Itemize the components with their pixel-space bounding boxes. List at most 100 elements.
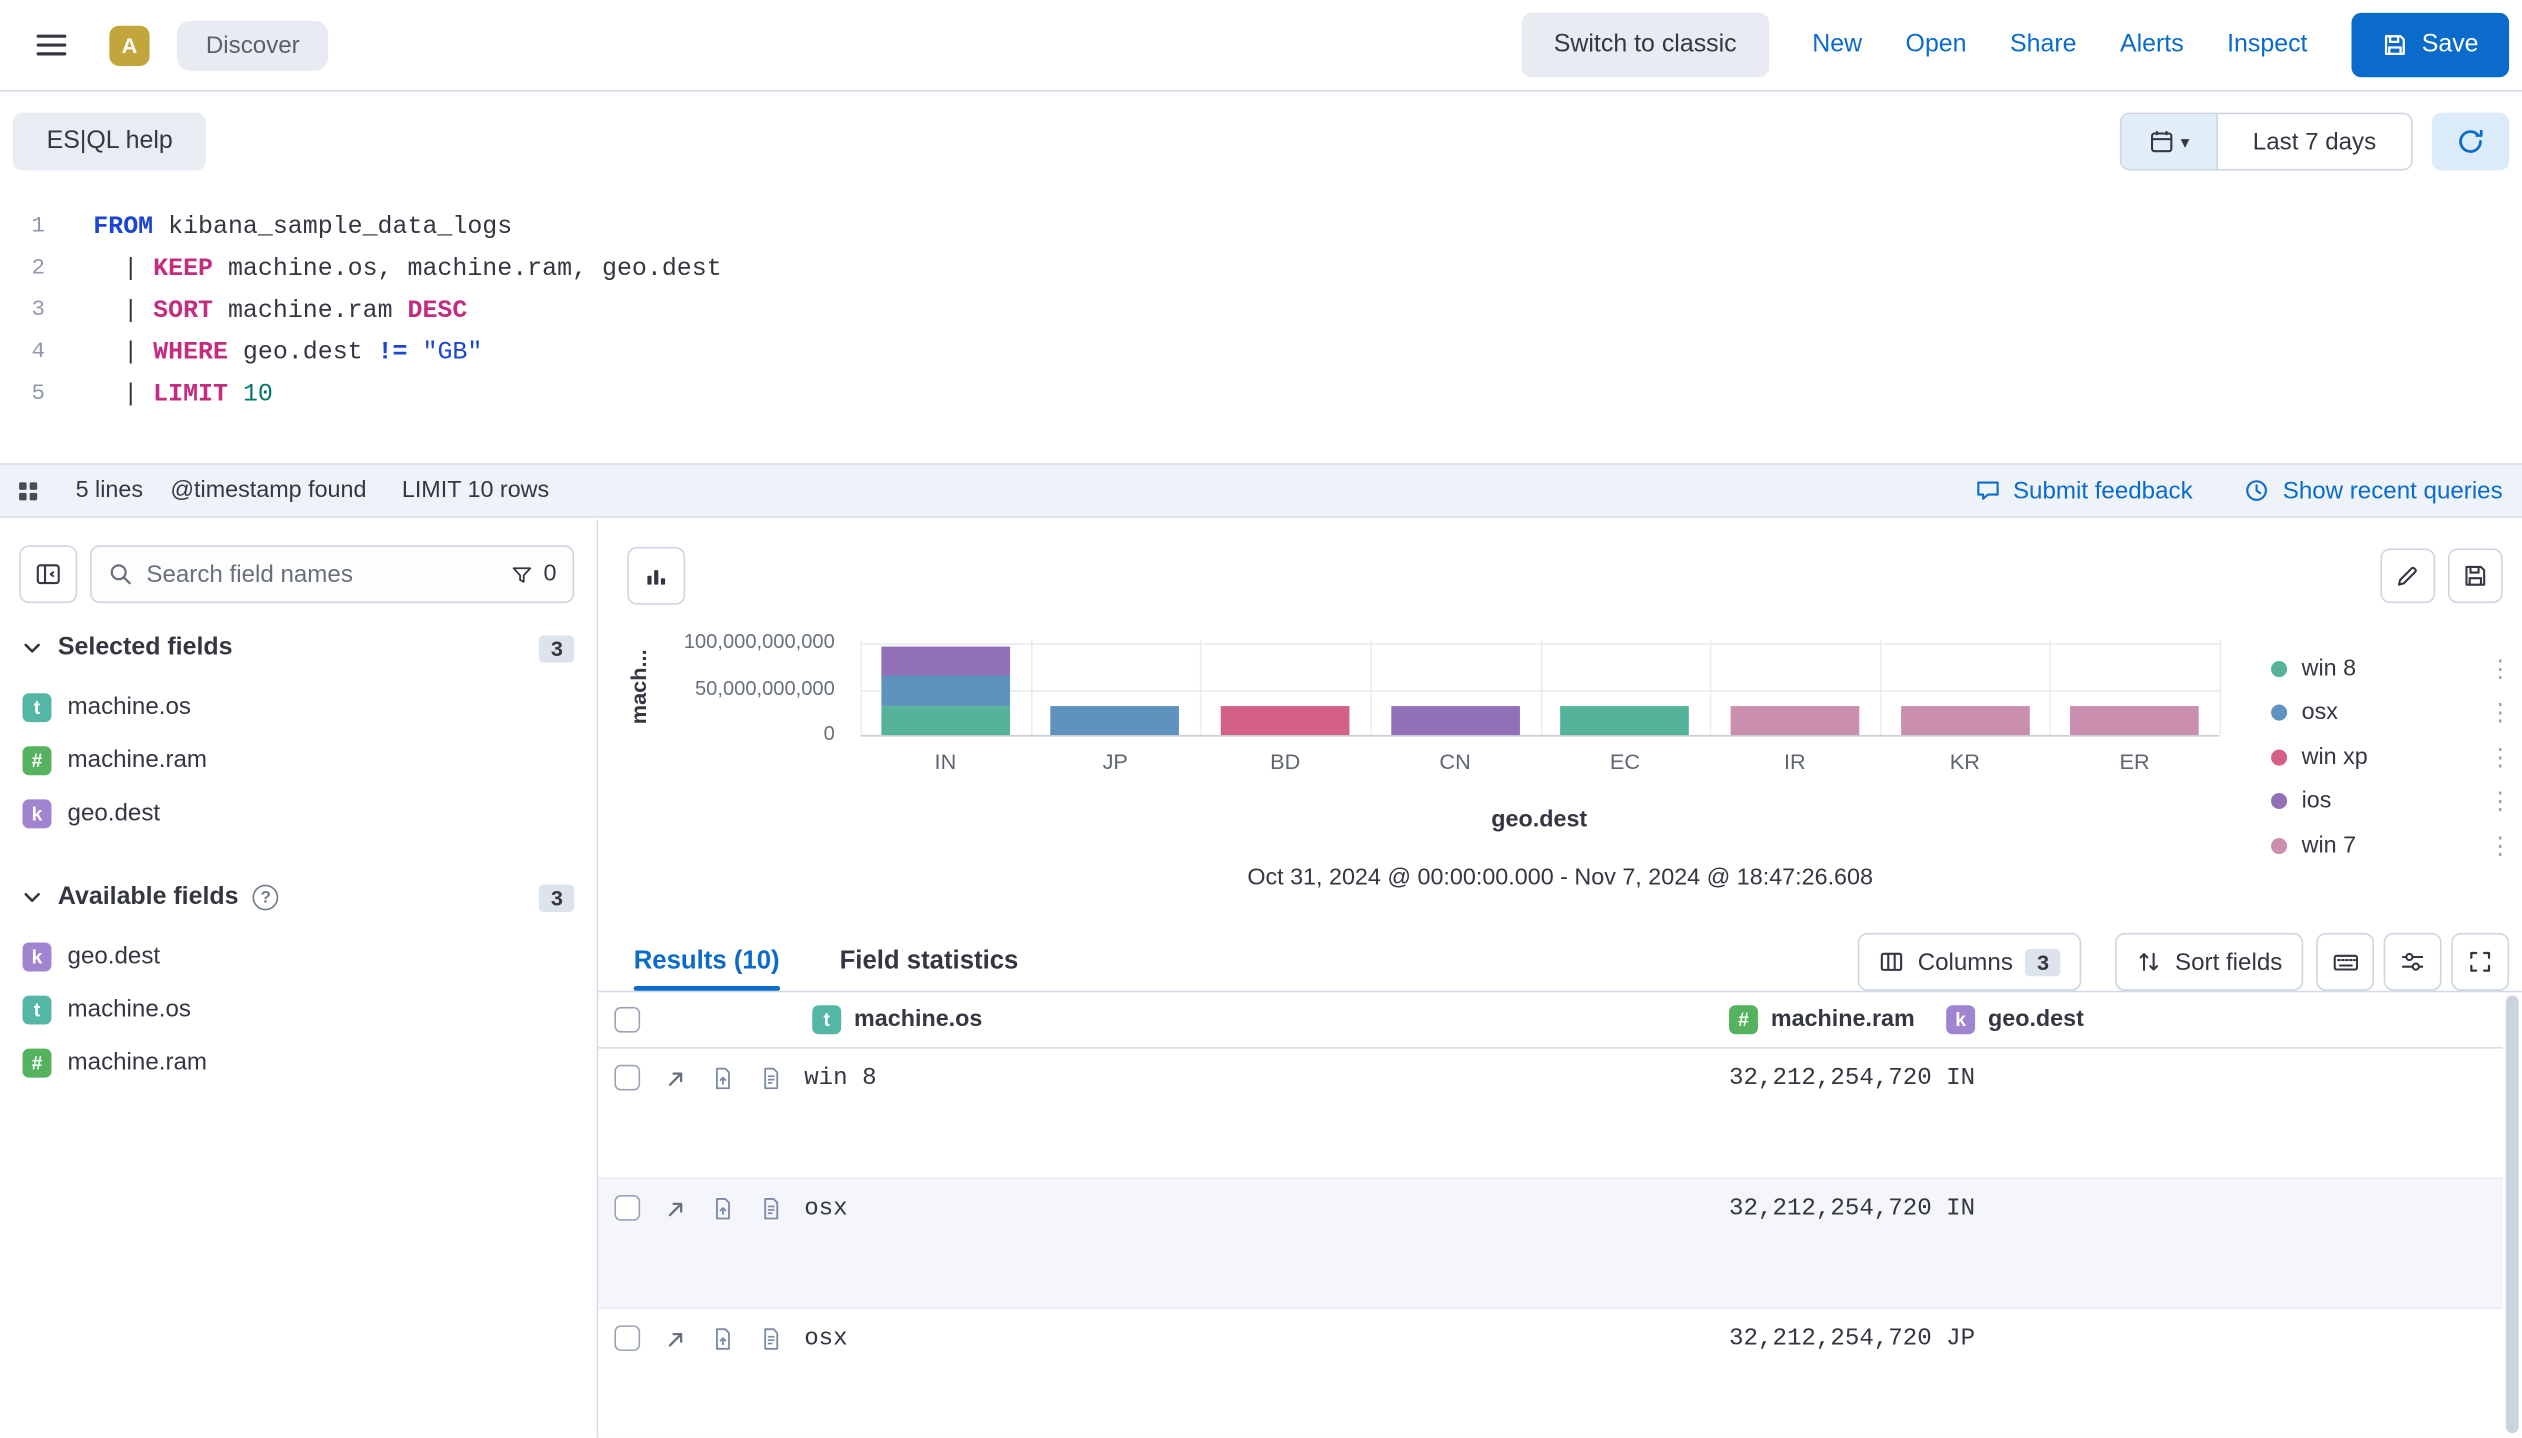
select-all-checkbox[interactable] [614, 1006, 641, 1033]
columns-button[interactable]: Columns 3 [1858, 932, 2082, 991]
legend-actions-icon[interactable]: ⋮ [2488, 788, 2513, 816]
legend-item[interactable]: win xp ⋮ [2271, 735, 2515, 779]
bar-segment-win-7-IR[interactable] [1730, 705, 1860, 736]
legend-actions-icon[interactable]: ⋮ [2488, 655, 2513, 684]
view-document-icon[interactable] [711, 1327, 735, 1351]
cell-machine-os[interactable]: osx [804, 1325, 848, 1353]
tab-results[interactable]: Results (10) [633, 933, 780, 991]
save-visualization-button[interactable] [2447, 548, 2503, 604]
code-line[interactable]: 2 | KEEP machine.os, machine.ram, geo.de… [0, 248, 2522, 290]
nav-link-open[interactable]: Open [1905, 30, 1967, 58]
nav-link-inspect[interactable]: Inspect [2227, 30, 2308, 58]
code-line[interactable]: 3 | SORT machine.ram DESC [0, 290, 2522, 332]
refresh-button[interactable] [2431, 112, 2510, 171]
column-header-geo-dest[interactable]: k geo.dest [1946, 991, 2084, 1049]
cell-geo-dest[interactable]: IN [1946, 1195, 1976, 1223]
bar-segment-osx-IN[interactable] [881, 675, 1010, 706]
cell-machine-ram[interactable]: 32,212,254,720 [1729, 1064, 1932, 1093]
legend-actions-icon[interactable]: ⋮ [2488, 744, 2513, 772]
field-list-item[interactable]: # machine.ram [0, 1036, 597, 1089]
visualization-type-button[interactable] [627, 546, 686, 605]
field-filter-button[interactable]: 0 [497, 561, 557, 587]
line-number: 1 [31, 213, 46, 240]
bar-segment-win-8-EC[interactable] [1560, 705, 1690, 736]
column-name: machine.os [854, 1006, 983, 1033]
cell-geo-dest[interactable]: IN [1946, 1064, 1976, 1093]
time-range-value[interactable]: Last 7 days [2252, 127, 2377, 156]
histogram-chart[interactable] [860, 640, 2222, 737]
row-checkbox[interactable] [614, 1064, 641, 1091]
code-line[interactable]: 5 | LIMIT 10 [0, 373, 2522, 415]
view-document-icon[interactable] [711, 1066, 735, 1090]
esql-editor[interactable]: 1 FROM kibana_sample_data_logs 2 | KEEP ma… [0, 196, 2522, 463]
single-document-icon[interactable] [759, 1197, 783, 1221]
single-document-icon[interactable] [759, 1327, 783, 1351]
scrollbar-thumb[interactable] [2505, 995, 2519, 1434]
space-avatar[interactable]: A [109, 24, 150, 66]
save-button[interactable]: Save [2350, 12, 2510, 78]
field-list-item[interactable]: k geo.dest [0, 930, 597, 983]
legend-item[interactable]: win 7 ⋮ [2271, 824, 2515, 868]
search-field-names-input[interactable] [146, 560, 497, 588]
code-line[interactable]: 1 FROM kibana_sample_data_logs [0, 206, 2522, 248]
sort-fields-button[interactable]: Sort fields [2115, 932, 2304, 991]
quick-select-button[interactable]: ▾ [2121, 114, 2218, 169]
editor-status-bar: 5 lines @timestamp found LIMIT 10 rows S… [0, 463, 2522, 518]
y-axis-tick-label: 100,000,000,000 [683, 630, 835, 654]
fullscreen-button[interactable] [2451, 932, 2510, 991]
field-list-item[interactable]: k geo.dest [0, 787, 597, 840]
breadcrumb[interactable]: Discover [176, 20, 329, 70]
field-list-item[interactable]: t machine.os [0, 983, 597, 1036]
expand-row-icon[interactable] [663, 1197, 689, 1223]
esql-help-button[interactable]: ES|QL help [12, 112, 207, 171]
cell-machine-os[interactable]: win 8 [804, 1064, 877, 1093]
available-fields-header[interactable]: Available fields ? 3 [0, 875, 597, 920]
display-options-button[interactable] [2383, 932, 2442, 991]
show-recent-queries-link[interactable]: Show recent queries [2244, 477, 2503, 504]
bar-segment-ios-IN[interactable] [881, 646, 1010, 677]
column-header-machine-os[interactable]: t machine.os [812, 991, 982, 1049]
single-document-icon[interactable] [759, 1066, 783, 1090]
cell-machine-ram[interactable]: 32,212,254,720 [1729, 1195, 1932, 1223]
cell-machine-os[interactable]: osx [804, 1195, 848, 1223]
collapse-sidebar-button[interactable] [19, 545, 78, 604]
legend-item[interactable]: win 8 ⋮ [2271, 647, 2515, 691]
bar-segment-ios-CN[interactable] [1390, 705, 1520, 736]
row-checkbox[interactable] [614, 1325, 641, 1352]
submit-feedback-link[interactable]: Submit feedback [1974, 477, 2193, 504]
gridline-vertical [1030, 640, 1032, 736]
field-list-item[interactable]: t machine.os [0, 680, 597, 733]
view-document-icon[interactable] [711, 1197, 735, 1221]
code-line[interactable]: 4 | WHERE geo.dest != "GB" [0, 331, 2522, 373]
bar-segment-osx-JP[interactable] [1050, 705, 1180, 736]
row-checkbox[interactable] [614, 1195, 641, 1221]
nav-link-share[interactable]: Share [2009, 30, 2077, 58]
legend-item[interactable]: osx ⋮ [2271, 691, 2515, 735]
nav-link-new[interactable]: New [1812, 30, 1863, 58]
bar-segment-win-xp-BD[interactable] [1220, 705, 1350, 736]
text-field-icon: t [22, 994, 52, 1024]
switch-to-classic-button[interactable]: Switch to classic [1521, 12, 1769, 78]
cell-machine-ram[interactable]: 32,212,254,720 [1729, 1325, 1932, 1353]
keyboard-shortcuts-button[interactable] [2316, 932, 2374, 991]
vertical-scrollbar[interactable] [2503, 991, 2522, 1438]
help-question-icon[interactable]: ? [252, 884, 279, 911]
legend-actions-icon[interactable]: ⋮ [2488, 700, 2513, 728]
legend-actions-icon[interactable]: ⋮ [2488, 832, 2513, 861]
menu-button[interactable] [26, 19, 77, 70]
y-axis-tick-label: 50,000,000,000 [695, 676, 835, 699]
edit-visualization-button[interactable] [2380, 548, 2436, 604]
bar-segment-win-8-IN[interactable] [881, 705, 1010, 736]
bar-segment-win-7-ER[interactable] [2070, 705, 2199, 736]
cell-geo-dest[interactable]: JP [1946, 1325, 1976, 1353]
nav-link-alerts[interactable]: Alerts [2119, 30, 2184, 58]
legend-item[interactable]: ios ⋮ [2271, 779, 2515, 823]
column-header-machine-ram[interactable]: # machine.ram [1729, 991, 1915, 1049]
selected-fields-header[interactable]: Selected fields 3 [0, 626, 597, 671]
expand-row-icon[interactable] [663, 1066, 689, 1092]
bar-segment-win-7-KR[interactable] [1900, 705, 2030, 736]
tab-field-statistics[interactable]: Field statistics [839, 947, 1019, 975]
grid-toolbar-icons [2316, 932, 2510, 991]
expand-row-icon[interactable] [663, 1327, 689, 1353]
field-list-item[interactable]: # machine.ram [0, 733, 597, 786]
